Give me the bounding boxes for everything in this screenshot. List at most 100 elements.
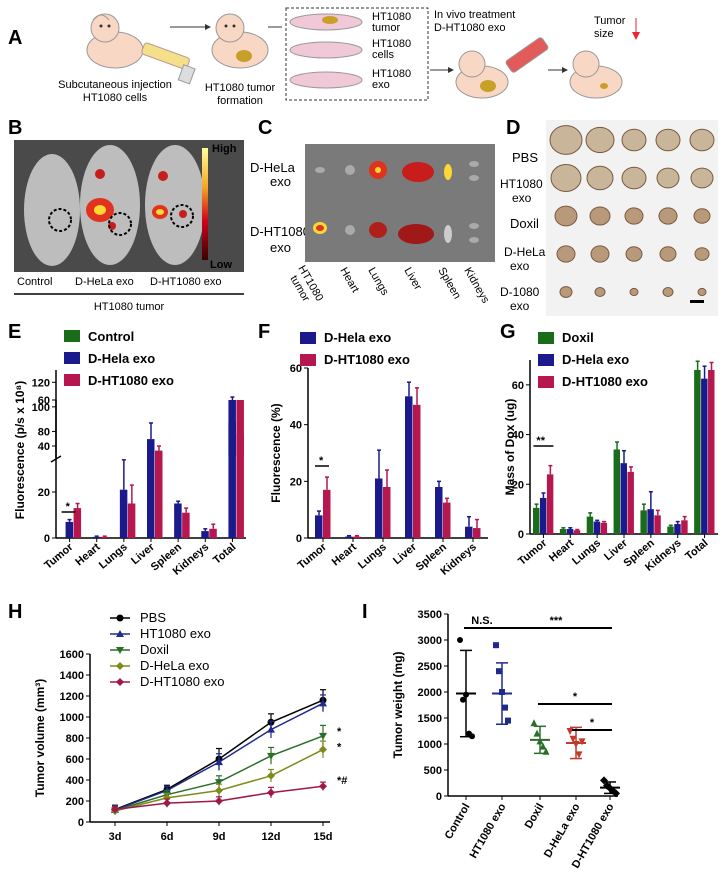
bar (73, 508, 82, 538)
x-tick-label: 15d (314, 831, 333, 843)
bar (413, 404, 421, 538)
tumor-sample (559, 286, 573, 298)
data-point (533, 729, 541, 737)
x-tick-label: Tumor (42, 541, 76, 572)
legend-label: PBS (140, 610, 166, 625)
tumor-sample (589, 206, 611, 226)
tumor-sample (694, 247, 710, 261)
dish-1-label-line-1: HT1080 (372, 11, 411, 23)
tumor-sample (585, 126, 615, 154)
data-point (460, 696, 466, 703)
bar (681, 520, 688, 534)
data-point (215, 758, 223, 766)
x-tick-label: Lungs (97, 541, 130, 571)
y-tick-label: 20 (38, 487, 50, 499)
dish-2-label-line-2: cells (372, 49, 395, 61)
tumor-sample (556, 245, 576, 263)
data-point (530, 719, 538, 727)
bar (473, 528, 481, 538)
significance-mark: ** (536, 435, 545, 447)
legend-label: D-Hela exo (88, 351, 155, 366)
data-point (496, 668, 502, 675)
mouse-icon (569, 50, 623, 99)
data-point (505, 717, 511, 724)
dish-box (285, 7, 429, 101)
legend-label: D-HeLa exo (140, 658, 209, 673)
panel-e-letter: E (8, 321, 21, 343)
bar (443, 502, 451, 538)
data-point (575, 751, 583, 759)
dish-3-label-line-1: HT1080 (372, 68, 411, 80)
bar (593, 521, 601, 534)
tumor-sample (621, 166, 647, 190)
panel-d: D PBS HT1080 exo Doxil D-HeLa exo D-1080… (500, 117, 718, 316)
row-label-dhela-line-1: D-HeLa (504, 245, 546, 259)
significance-mark: * (66, 501, 71, 513)
bar (228, 400, 236, 538)
bar (573, 530, 581, 534)
scale-bar (690, 300, 704, 303)
panel-c-letter: C (258, 117, 272, 139)
bar (533, 507, 540, 534)
legend-swatch (64, 352, 80, 364)
bar (586, 516, 594, 534)
y-tick-label: 60 (512, 380, 524, 392)
organ-label-lungs: Lungs (365, 266, 391, 298)
bar (65, 521, 74, 538)
legend-swatch (300, 332, 316, 344)
panel-i-letter: I (362, 601, 368, 623)
panel-d-letter: D (506, 117, 520, 139)
data-point (493, 642, 499, 649)
panel-b-letter: B (8, 117, 22, 139)
bar (701, 378, 708, 534)
panel-c: C D-HeLa exo D-HT1080 exo HT1080 tumor H… (250, 117, 495, 306)
row-label-ht1080-line-1: HT1080 (500, 177, 543, 191)
y-tick-label: 0 (78, 817, 84, 829)
y-tick-label: 0 (296, 533, 302, 545)
tumor-sample (621, 128, 647, 152)
bar (100, 536, 109, 538)
tumor-sample (586, 165, 614, 191)
tumor-sample (624, 207, 644, 225)
bar (383, 487, 391, 538)
chart-i: I 0 500 1000 1500 2000 2500 3000 3500 Tumor weigh… (362, 601, 620, 871)
organs-row-1 (315, 161, 479, 182)
row-label-dht1080-line-2: exo (270, 240, 291, 255)
panel-a: A Subcutaneous injection HT1080 cells HT… (8, 7, 640, 107)
bar (435, 487, 443, 538)
data-point (267, 771, 275, 780)
y-axis-label: Fluorescence (%) (269, 403, 283, 502)
bar (667, 526, 674, 534)
step-3-label-line-2: D-HT1080 exo (434, 22, 506, 34)
data-point (539, 742, 547, 750)
bar (405, 396, 413, 538)
y-tick-label: 2500 (418, 661, 442, 673)
tumor-sample (656, 167, 680, 189)
bar (345, 536, 353, 538)
bar (147, 439, 155, 538)
y-tick-label: 1400 (60, 670, 84, 682)
significance-mark: N.S. (471, 615, 492, 627)
step-2-label-line-2: formation (217, 95, 263, 107)
y-tick-label: 3500 (418, 609, 442, 621)
y-tick-label: 1000 (60, 712, 84, 724)
step-1-label-line-2: HT1080 cells (83, 92, 148, 104)
bar (155, 450, 163, 538)
bar (566, 529, 574, 534)
organ-photo (305, 144, 495, 262)
data-point (566, 728, 574, 735)
x-tick-label: 3d (109, 831, 122, 843)
bar (201, 531, 209, 538)
data-point (319, 732, 327, 740)
significance-mark: * (319, 455, 324, 467)
bar (640, 510, 647, 534)
tumor-sample (659, 246, 677, 262)
x-tick-label: 12d (262, 831, 281, 843)
petri-dishes (289, 13, 363, 89)
y-tick-label: 0 (518, 529, 524, 541)
bar (236, 433, 244, 456)
significance-mark: * (590, 717, 595, 729)
data-point (215, 797, 223, 805)
